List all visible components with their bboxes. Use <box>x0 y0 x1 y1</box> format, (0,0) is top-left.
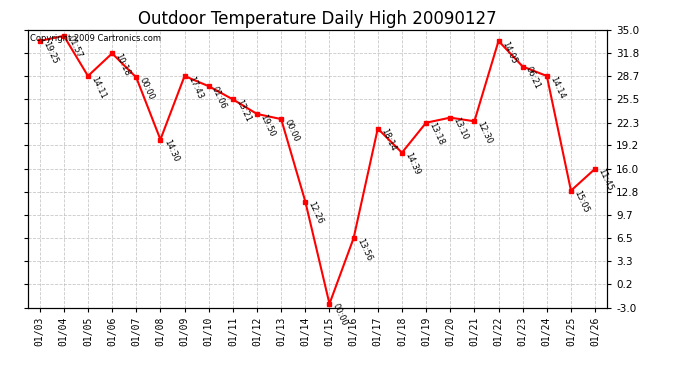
Text: 01:57: 01:57 <box>66 34 83 60</box>
Text: 17:43: 17:43 <box>186 75 204 100</box>
Title: Outdoor Temperature Daily High 20090127: Outdoor Temperature Daily High 20090127 <box>138 10 497 28</box>
Text: 14:14: 14:14 <box>549 75 566 100</box>
Text: 13:56: 13:56 <box>355 237 373 262</box>
Text: 06:21: 06:21 <box>524 65 542 91</box>
Text: 10:18: 10:18 <box>114 52 132 77</box>
Text: 14:30: 14:30 <box>162 138 180 164</box>
Text: 01:06: 01:06 <box>210 85 228 110</box>
Text: 11:45: 11:45 <box>597 167 615 193</box>
Text: 00:00: 00:00 <box>331 303 349 328</box>
Text: 14:11: 14:11 <box>90 75 108 100</box>
Text: 14:05: 14:05 <box>500 40 518 65</box>
Text: 12:26: 12:26 <box>307 200 325 226</box>
Text: 00:00: 00:00 <box>283 118 301 143</box>
Text: 13:18: 13:18 <box>428 122 446 147</box>
Text: 12:30: 12:30 <box>476 120 494 146</box>
Text: 19:25: 19:25 <box>41 40 59 65</box>
Text: 14:39: 14:39 <box>404 151 422 177</box>
Text: 18:14: 18:14 <box>380 127 397 153</box>
Text: 15:05: 15:05 <box>573 189 591 214</box>
Text: 13:10: 13:10 <box>452 116 470 142</box>
Text: Copyright 2009 Cartronics.com: Copyright 2009 Cartronics.com <box>30 34 161 43</box>
Text: 13:21: 13:21 <box>235 98 253 123</box>
Text: 19:50: 19:50 <box>259 112 277 138</box>
Text: 00:00: 00:00 <box>138 76 156 101</box>
